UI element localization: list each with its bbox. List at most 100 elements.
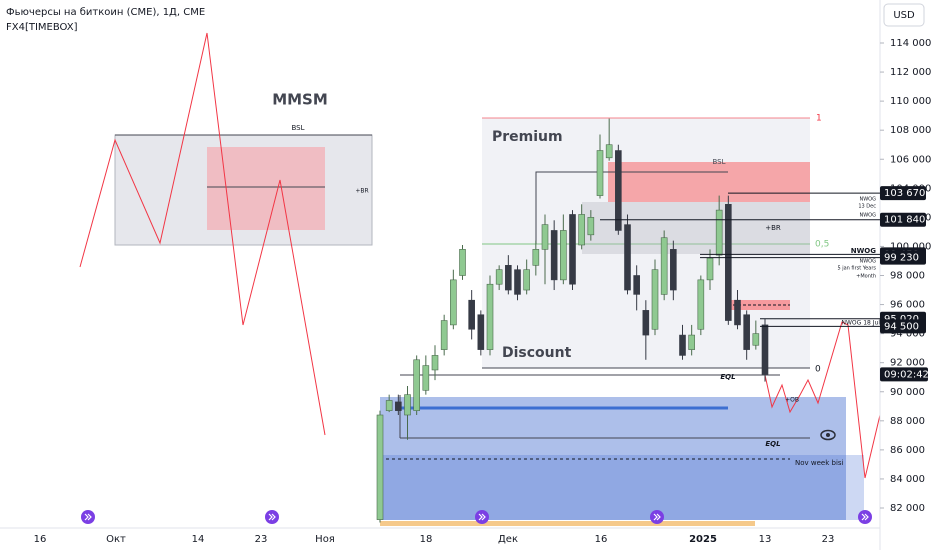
annotation: 5 jan first Years [837,266,876,272]
currency-button[interactable] [883,3,925,27]
x-tick-label: 2025 [689,534,717,545]
y-tick-label: 86 000 [890,445,925,456]
candle-body [715,209,723,256]
y-tick-label: 114 000 [890,38,931,49]
annotation: +BR [355,188,368,195]
annotation: MMSM [272,91,328,109]
candle-body [761,324,769,375]
annotation: NWOG [860,197,877,203]
annotation: EQL [765,440,780,448]
annotation: NWOG [860,259,877,265]
candle-body [660,237,668,295]
candle-body [404,394,411,416]
x-tick-label: 16 [34,534,47,545]
price-tag-label: 99 230 [884,253,919,264]
candle-body [541,224,549,250]
candle-body [550,230,558,281]
y-tick-label: 84 000 [890,474,925,485]
demand-zone-ext [846,455,864,520]
candle-body [706,257,714,281]
annotation: BSL [712,158,725,166]
candle-body [422,365,430,391]
annotation: NWOG [860,213,877,219]
annotation: 0,5 [815,240,829,250]
y-tick-label: 100 000 [890,241,931,252]
bsl-path [535,171,728,244]
candle-body [431,355,439,371]
annotation: +OB [785,397,799,404]
candle-body [578,214,585,246]
x-tick-label: 16 [595,534,608,545]
price-tag [880,212,926,227]
session-bar [380,521,755,526]
price-tag-label: 103 670 [884,188,925,199]
candle-body [523,269,530,291]
candle-body [450,279,457,326]
candle-body [505,265,512,291]
candle-body [477,314,485,350]
candle-body [440,320,448,350]
candle-body [459,249,466,276]
x-tick-label: 23 [822,534,835,545]
y-tick-label: 98 000 [890,271,925,282]
chart-title: Фьючерсы на биткоин (CME), 1Д, CME [6,7,205,18]
candle-body [605,144,613,159]
candle-body [679,334,686,356]
candle-body [596,150,604,196]
y-tick-label: 82 000 [890,503,925,514]
annotation: 13 Dec [858,204,876,210]
candle-body [468,299,475,330]
candle-body [725,203,732,321]
price-tag-label: 95 020 [884,314,919,325]
candle-body [642,310,650,336]
x-tick-label: Дек [498,534,518,545]
demand-zone [380,397,846,520]
candle-body [587,217,595,236]
candle-body [532,249,540,266]
zigzag [79,32,326,436]
candle-body [752,333,760,346]
annotation: BSL [291,124,304,132]
y-tick-label: 110 000 [890,96,931,107]
countdown: 09:02:42 [884,369,929,380]
event-arrows [84,513,869,521]
candle-body [376,414,384,520]
supply-zone [608,162,810,202]
price-tag [880,186,926,201]
candle-body [486,283,494,350]
candle-body [395,401,402,411]
candle-body [413,359,420,411]
annotation: NWOG 18 Jul [842,320,881,327]
demand-zone-lower [380,455,846,520]
annotation: 0 [815,365,821,375]
y-tick-label: 96 000 [890,300,925,311]
candle-body [743,314,750,350]
candle-body [385,400,393,411]
candle-body [624,224,631,291]
y-tick-label: 108 000 [890,125,931,136]
y-tick-label: 88 000 [890,416,925,427]
price-tag-label: 101 840 [884,215,925,226]
x-tick-label: 13 [759,534,772,545]
candle-body [670,249,677,291]
candle-body [688,334,695,350]
x-tick-label: 23 [255,534,268,545]
candle-body [615,150,622,231]
y-tick-label: 92 000 [890,358,925,369]
y-tick-label: 94 000 [890,329,925,340]
candle-body [697,279,705,330]
candle-body [734,299,741,326]
annotation: Discount [502,345,572,361]
countdown-box [880,367,928,382]
annotation: 1 [816,114,822,124]
currency: USD [893,10,915,21]
candle-body [569,214,576,285]
y-tick-label: 106 000 [890,154,931,165]
price-tag-label: 94 500 [884,321,919,332]
eye-icon[interactable] [820,429,836,441]
candle-body [495,269,503,285]
price-tag [880,250,926,265]
y-tick-label: 112 000 [890,67,931,78]
